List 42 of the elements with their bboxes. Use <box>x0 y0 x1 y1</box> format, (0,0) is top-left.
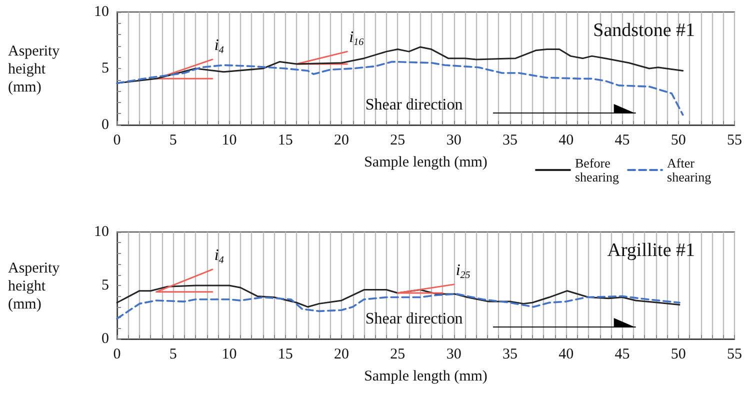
x-tick-label: 0 <box>113 346 121 362</box>
x-tick-label: 5 <box>169 132 177 148</box>
x-tick-label: 25 <box>390 132 406 148</box>
y-tick-label: 10 <box>94 224 109 240</box>
x-tick-label: 30 <box>446 132 462 148</box>
legend-label: After shearing <box>667 156 712 184</box>
x-tick-label: 55 <box>727 132 742 148</box>
x-axis-title: Sample length (mm) <box>364 368 488 384</box>
y-tick-label: 0 <box>102 331 109 347</box>
legend-label: Before shearing <box>575 156 620 184</box>
y-tick-label: 5 <box>102 278 109 294</box>
x-tick-label: 35 <box>502 346 518 362</box>
x-axis-title: Sample length (mm) <box>364 154 488 170</box>
x-tick-label: 40 <box>558 132 574 148</box>
x-tick-label: 10 <box>222 346 237 362</box>
x-tick-label: 10 <box>222 132 237 148</box>
x-tick-label: 15 <box>278 346 293 362</box>
y-tick-label: 10 <box>94 4 109 20</box>
x-tick-label: 45 <box>614 132 630 148</box>
x-tick-label: 55 <box>727 346 742 362</box>
annotation: Shear direction <box>365 310 463 328</box>
chart-title: Argillite #1 <box>607 240 696 261</box>
line-series <box>116 60 684 116</box>
x-tick-label: 15 <box>278 132 293 148</box>
x-tick-label: 45 <box>614 346 630 362</box>
y-tick-label: 0 <box>102 117 109 133</box>
x-tick-label: 25 <box>390 346 406 362</box>
x-tick-label: 50 <box>670 132 686 148</box>
line-series <box>116 284 680 308</box>
x-tick-label: 30 <box>446 346 462 362</box>
annotation: Shear direction <box>365 96 463 114</box>
x-tick-label: 0 <box>113 132 121 148</box>
x-tick-label: 40 <box>558 346 574 362</box>
x-tick-label: 5 <box>169 346 177 362</box>
x-tick-label: 20 <box>334 346 350 362</box>
y-axis-title: Asperity height (mm) <box>8 260 60 312</box>
x-tick-label: 50 <box>670 346 686 362</box>
x-tick-label: 35 <box>502 132 518 148</box>
y-tick-label: 5 <box>102 60 109 76</box>
y-axis-title: Asperity height (mm) <box>8 44 60 96</box>
x-tick-label: 20 <box>334 132 350 148</box>
chart-title: Sandstone #1 <box>593 20 696 41</box>
